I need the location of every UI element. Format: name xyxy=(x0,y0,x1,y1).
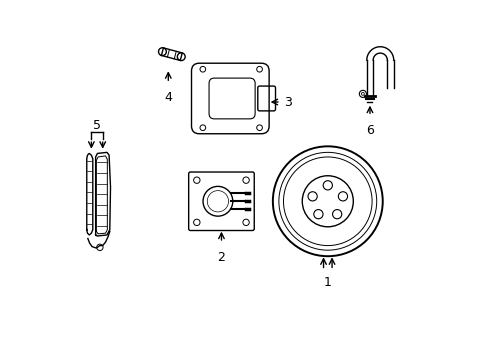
Text: 5: 5 xyxy=(93,118,101,131)
Text: 2: 2 xyxy=(217,251,225,264)
Text: 4: 4 xyxy=(164,91,172,104)
Text: 3: 3 xyxy=(284,95,292,108)
Text: 6: 6 xyxy=(366,124,373,137)
Text: 1: 1 xyxy=(323,276,331,289)
